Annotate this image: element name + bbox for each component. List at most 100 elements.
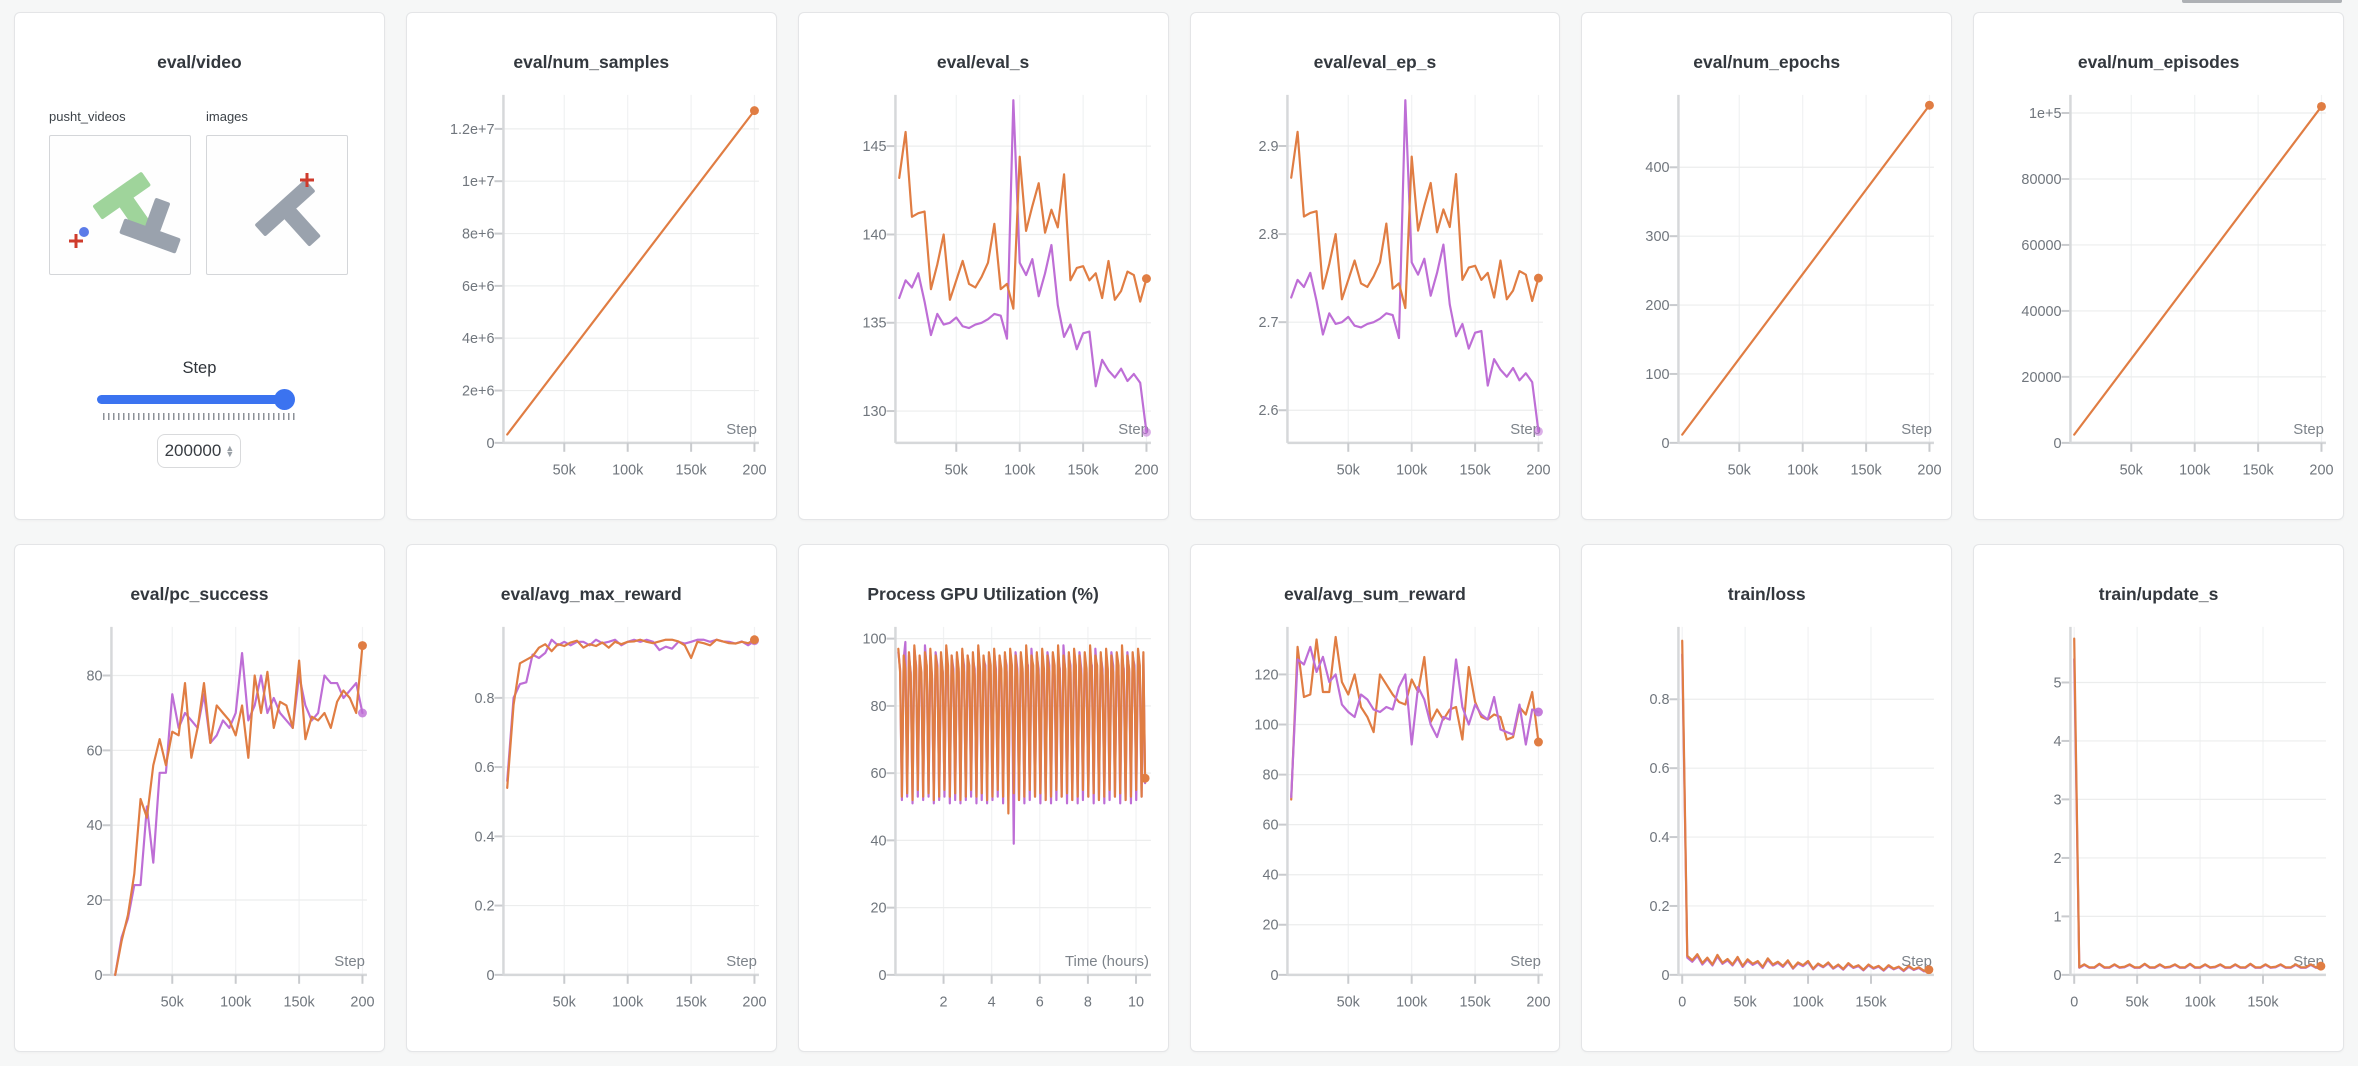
svg-text:60: 60 — [1262, 818, 1278, 834]
panel-title: eval/video — [157, 52, 242, 72]
svg-text:Step: Step — [726, 954, 757, 970]
svg-text:0.2: 0.2 — [1650, 899, 1670, 915]
svg-text:200: 200 — [350, 995, 374, 1011]
line-chart-train-loss[interactable]: 0 0.2 0.4 0.6 0.8 0 50k 100k 150k Step — [1582, 611, 1951, 1051]
svg-text:60: 60 — [86, 743, 102, 759]
svg-text:50k: 50k — [552, 995, 576, 1011]
panel-train-loss: train/loss 0 0.2 0.4 0.6 0.8 0 50k 100k 150k Step — [1581, 544, 1953, 1052]
svg-text:20: 20 — [86, 893, 102, 909]
pusht-image-frame-icon — [255, 173, 321, 246]
step-slider-thumb[interactable] — [274, 389, 295, 410]
svg-text:40: 40 — [870, 833, 886, 849]
svg-text:2.9: 2.9 — [1258, 139, 1278, 155]
svg-text:0: 0 — [2070, 995, 2078, 1011]
line-chart-gpu-utilization[interactable]: 0 20 40 60 80 100 2 4 6 8 10 Time (hours) — [799, 611, 1168, 1051]
line-chart-avg-max-reward[interactable]: 0 0.2 0.4 0.6 0.8 50k 100k 150k 200 Step — [407, 611, 776, 1051]
svg-text:Step: Step — [1118, 422, 1149, 438]
svg-text:0: 0 — [1270, 968, 1278, 984]
panel-eval-avg-max-reward: eval/avg_max_reward 0 0.2 0.4 0.6 0.8 50k 100k… — [405, 544, 777, 1052]
svg-text:0: 0 — [1662, 436, 1670, 452]
svg-text:0.8: 0.8 — [474, 691, 494, 707]
svg-text:150k: 150k — [283, 995, 315, 1011]
svg-text:100: 100 — [1254, 717, 1278, 733]
line-chart-num-episodes[interactable]: 0 20000 40000 60000 80000 1e+5 50k 100k 150k 200 S… — [1974, 79, 2343, 519]
svg-text:Step: Step — [2293, 422, 2324, 438]
svg-text:20: 20 — [1262, 918, 1278, 934]
svg-text:200: 200 — [2310, 463, 2334, 479]
svg-text:50k: 50k — [1734, 995, 1758, 1011]
chart-title: eval/num_episodes — [2077, 52, 2240, 72]
svg-text:50k: 50k — [1728, 463, 1752, 479]
svg-text:2.6: 2.6 — [1258, 403, 1278, 419]
svg-text:0.4: 0.4 — [1650, 830, 1670, 846]
line-chart-eval-ep-s[interactable]: 2.6 2.7 2.8 2.9 50k 100k 150k 200 Step — [1191, 79, 1560, 519]
media-label-pusht-videos: pusht_videos — [49, 109, 126, 124]
svg-text:1e+5: 1e+5 — [2029, 106, 2061, 122]
svg-text:150k: 150k — [1856, 995, 1888, 1011]
svg-text:0: 0 — [94, 968, 102, 984]
svg-text:60: 60 — [870, 766, 886, 782]
panel-eval-avg-sum-reward: eval/avg_sum_reward 0 20 40 60 80 100 120 50k 10… — [1189, 544, 1561, 1052]
chart-title: train/update_s — [2098, 584, 2219, 604]
svg-text:1: 1 — [2054, 909, 2062, 925]
panel-train-update-s: train/update_s 0 1 2 3 4 5 0 50k 100k 150k Step — [1973, 544, 2344, 1052]
svg-text:4: 4 — [987, 995, 995, 1011]
line-chart-avg-sum-reward[interactable]: 0 20 40 60 80 100 120 50k 100k 150k 200 Step — [1191, 611, 1560, 1051]
panel-eval-video: eval/video pusht_videos images — [14, 12, 385, 520]
svg-text:145: 145 — [862, 139, 886, 155]
svg-text:0: 0 — [486, 436, 494, 452]
horizontal-scrollbar-thumb[interactable] — [2182, 0, 2342, 3]
svg-text:0.2: 0.2 — [474, 899, 494, 915]
svg-text:100k: 100k — [2185, 995, 2217, 1011]
svg-text:2.8: 2.8 — [1258, 227, 1278, 243]
svg-text:200: 200 — [1134, 463, 1158, 479]
svg-text:50k: 50k — [944, 463, 968, 479]
panel-gpu-utilization: Process GPU Utilization (%) 0 20 40 60 80 100… — [797, 544, 1169, 1052]
chart-title: eval/avg_sum_reward — [1283, 584, 1466, 604]
chart-title: eval/pc_success — [130, 584, 269, 604]
svg-text:50k: 50k — [161, 995, 185, 1011]
svg-text:Step: Step — [1902, 422, 1933, 438]
svg-text:150k: 150k — [2243, 463, 2275, 479]
svg-text:1e+7: 1e+7 — [462, 174, 494, 190]
line-chart-eval-s[interactable]: 130 135 140 145 50k 100k 150k 200 Step — [799, 79, 1168, 519]
svg-text:100k: 100k — [612, 995, 644, 1011]
media-thumbnail-images[interactable] — [206, 135, 348, 275]
line-chart-train-update-s[interactable]: 0 1 2 3 4 5 0 50k 100k 150k Step — [1974, 611, 2343, 1051]
svg-text:50k: 50k — [2120, 463, 2144, 479]
panel-eval-num-epochs: eval/num_epochs 0 100 200 300 400 50k 100k 150k… — [1581, 12, 1953, 520]
svg-text:200: 200 — [1646, 298, 1670, 314]
svg-text:400: 400 — [1646, 160, 1670, 176]
line-chart-num-epochs[interactable]: 0 100 200 300 400 50k 100k 150k 200 Step — [1582, 79, 1951, 519]
svg-text:2.7: 2.7 — [1258, 315, 1278, 331]
step-number-input[interactable]: 200000 ▲ ▼ — [157, 434, 242, 468]
svg-text:150k: 150k — [675, 995, 707, 1011]
pusht-video-frame-icon — [69, 172, 181, 254]
media-thumbnail-pusht-videos[interactable] — [49, 135, 191, 275]
svg-text:135: 135 — [862, 316, 886, 332]
svg-text:2: 2 — [2054, 851, 2062, 867]
svg-text:200: 200 — [742, 995, 766, 1011]
stepper-chevrons-icon[interactable]: ▲ ▼ — [225, 443, 235, 459]
svg-text:0.4: 0.4 — [474, 829, 494, 845]
svg-text:Step: Step — [1510, 422, 1541, 438]
svg-text:100: 100 — [862, 632, 886, 648]
svg-text:300: 300 — [1646, 229, 1670, 245]
chart-title: eval/eval_ep_s — [1313, 52, 1437, 72]
svg-text:4: 4 — [2054, 734, 2062, 750]
svg-text:8e+6: 8e+6 — [462, 227, 494, 243]
svg-text:60000: 60000 — [2022, 238, 2062, 254]
svg-text:0: 0 — [2054, 436, 2062, 452]
line-chart-num-samples[interactable]: 0 2e+6 4e+6 6e+6 8e+6 1e+7 1.2e+7 50k 100k 150k 20… — [407, 79, 776, 519]
svg-text:6e+6: 6e+6 — [462, 279, 494, 295]
step-slider[interactable] — [97, 389, 295, 410]
svg-text:20000: 20000 — [2022, 370, 2062, 386]
line-chart-pc-success[interactable]: 0 20 40 60 80 50k 100k 150k 200 Step — [15, 611, 384, 1051]
panel-eval-num-episodes: eval/num_episodes 0 20000 40000 60000 80000 1… — [1973, 12, 2344, 520]
svg-text:2: 2 — [939, 995, 947, 1011]
svg-text:0.8: 0.8 — [1650, 692, 1670, 708]
svg-text:140: 140 — [862, 227, 886, 243]
chart-title: eval/num_samples — [513, 52, 670, 72]
svg-text:Time (hours): Time (hours) — [1065, 954, 1149, 970]
